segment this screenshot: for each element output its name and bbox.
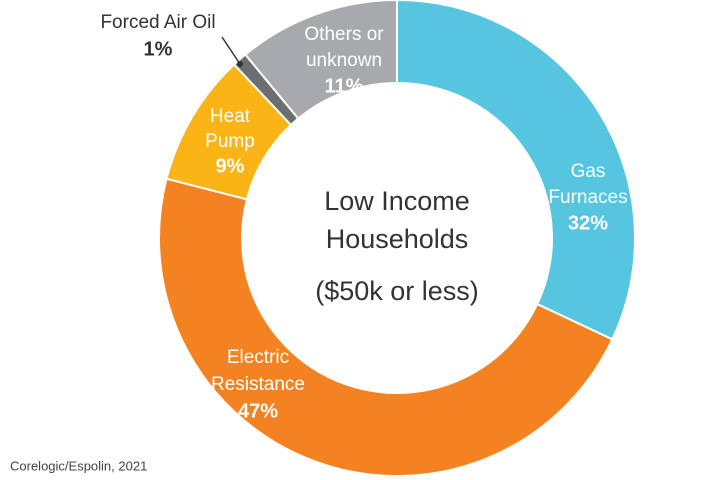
segment-label: Electric: [227, 347, 289, 368]
segment-value-label: 11%: [325, 75, 364, 97]
donut-segment: [158, 177, 614, 477]
donut-segment: [243, 0, 398, 120]
source: Corelogic/Espolin, 2021: [10, 458, 147, 473]
leader-line: [221, 36, 241, 65]
center-subtitle: ($50k or less): [315, 276, 479, 306]
segment-label: Pump: [205, 131, 255, 152]
leader-dot: [237, 61, 243, 67]
segment-value-label: 47%: [238, 400, 278, 422]
center-title: Low Income: [324, 186, 470, 216]
segment-label: Heat: [210, 106, 251, 127]
segment-value-label: 32%: [568, 212, 608, 234]
segment-label: unknown: [306, 50, 382, 71]
donut-segment: [165, 63, 293, 201]
segment-label: Furnaces: [548, 187, 627, 208]
segment-label: Others or: [304, 24, 384, 45]
segment-label: Gas: [571, 161, 606, 182]
segment-value-label: 1%: [144, 38, 173, 60]
labels: Gas Furnaces 32% Electric Resistance 47% Heat P…: [100, 12, 627, 422]
donut-segment: [396, 0, 636, 341]
segment-label: Resistance: [211, 374, 305, 395]
segment-value-label: 9%: [216, 155, 245, 177]
center-title: Households: [326, 224, 469, 254]
segment-label: Forced Air Oil: [100, 12, 215, 33]
